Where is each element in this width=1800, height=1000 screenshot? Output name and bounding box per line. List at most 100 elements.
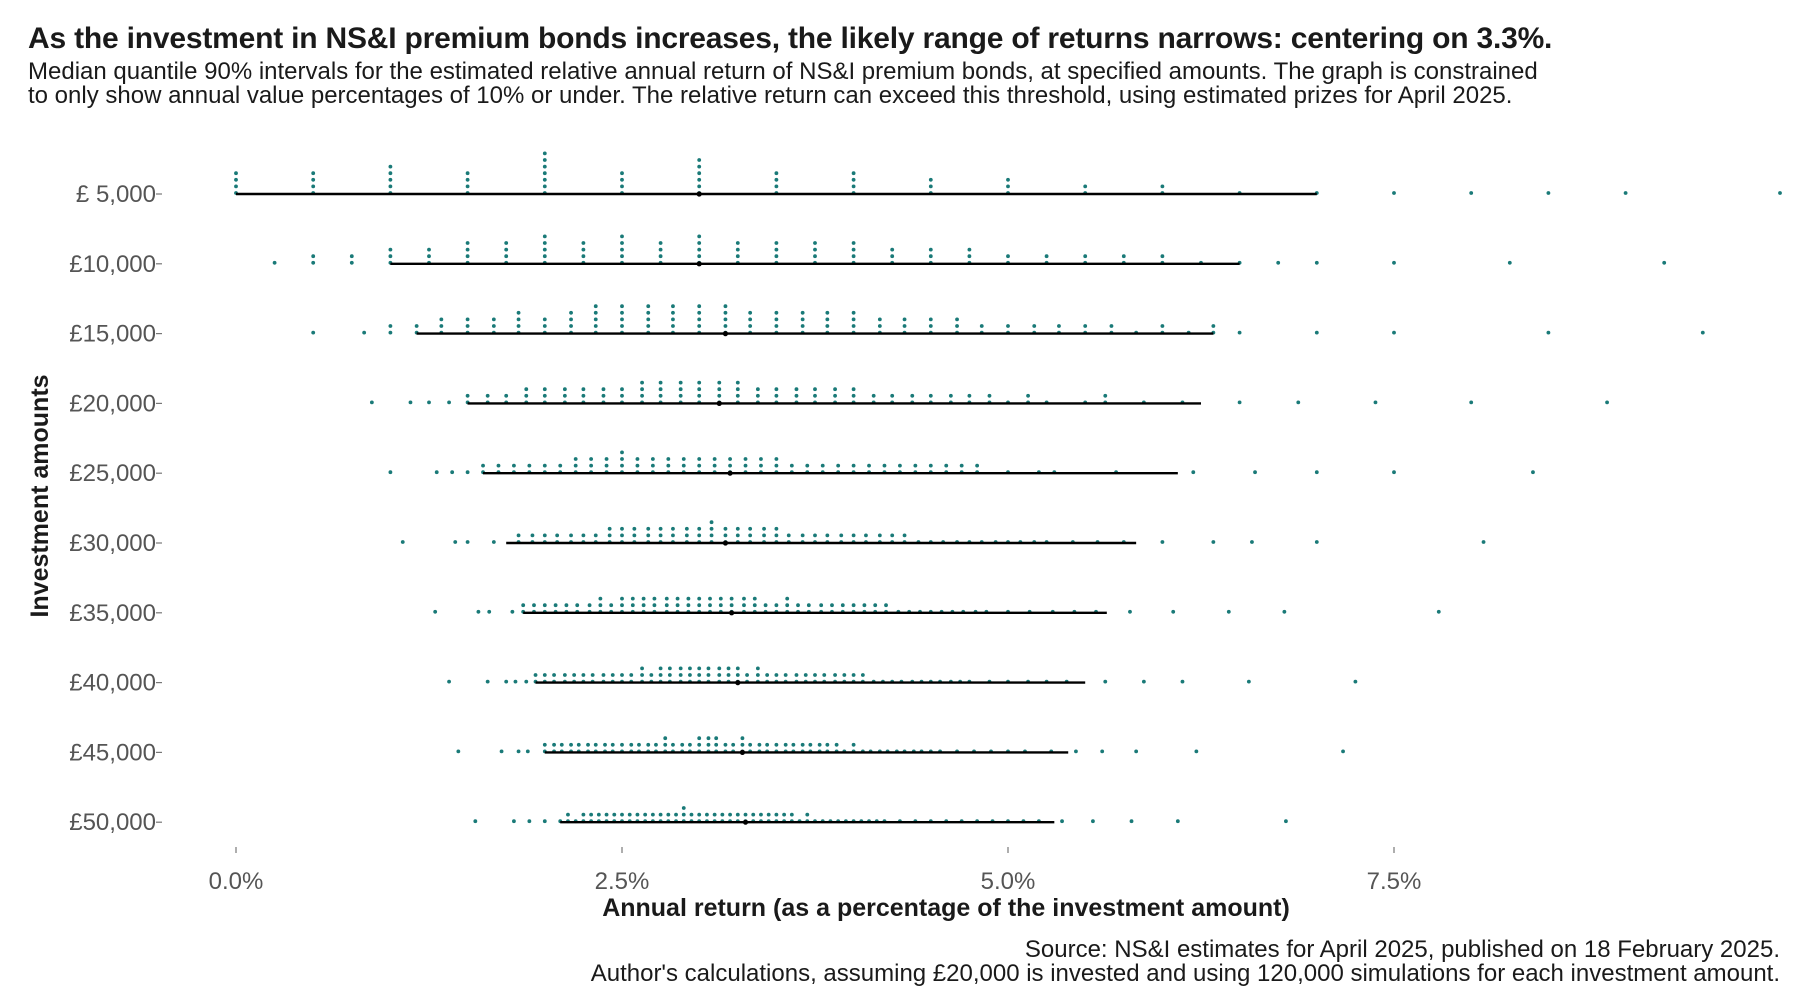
data-point xyxy=(450,470,455,475)
data-point xyxy=(609,603,614,608)
data-point xyxy=(1237,400,1242,405)
data-point xyxy=(745,673,749,677)
data-point xyxy=(873,603,878,608)
data-point xyxy=(794,393,799,398)
data-point xyxy=(1121,254,1126,259)
data-point xyxy=(755,673,760,677)
data-point xyxy=(513,679,518,684)
data-point xyxy=(762,526,766,531)
data-point xyxy=(575,603,580,608)
data-point xyxy=(794,387,799,392)
data-point xyxy=(641,603,646,608)
data-point xyxy=(890,393,895,398)
data-point xyxy=(524,679,529,684)
data-point xyxy=(620,393,624,398)
data-point xyxy=(558,463,563,468)
data-point xyxy=(851,463,856,468)
data-point xyxy=(646,310,651,315)
data-point xyxy=(709,526,714,531)
data-point xyxy=(635,812,640,817)
data-point xyxy=(813,393,817,398)
data-point xyxy=(542,393,547,398)
data-point xyxy=(688,673,692,677)
data-point xyxy=(803,673,808,677)
y-tick-label: £20,000 xyxy=(69,390,156,417)
data-point xyxy=(640,393,644,398)
data-point xyxy=(573,457,578,461)
data-point xyxy=(928,247,933,252)
data-point xyxy=(839,533,844,538)
data-point xyxy=(481,463,485,468)
data-point xyxy=(890,533,895,538)
data-point xyxy=(433,609,438,614)
data-point xyxy=(1282,609,1287,614)
y-tick-label: £30,000 xyxy=(69,530,156,557)
data-point xyxy=(542,177,547,182)
data-point xyxy=(632,526,637,531)
data-point xyxy=(1250,540,1254,544)
data-point xyxy=(774,324,779,328)
data-point xyxy=(1171,609,1176,614)
data-point xyxy=(697,603,702,608)
data-point xyxy=(757,742,762,747)
data-point xyxy=(1284,819,1288,824)
data-point xyxy=(388,470,393,475)
data-point xyxy=(697,736,702,741)
data-point xyxy=(630,603,635,608)
data-point xyxy=(349,260,354,265)
data-point xyxy=(948,393,953,398)
data-point xyxy=(678,666,683,671)
data-point xyxy=(629,673,634,677)
data-point xyxy=(706,742,711,747)
data-point xyxy=(671,304,675,309)
data-point xyxy=(434,470,439,475)
data-point xyxy=(735,393,740,398)
data-point xyxy=(836,463,841,468)
data-point xyxy=(658,812,663,817)
data-point xyxy=(774,393,779,398)
data-point xyxy=(485,679,490,684)
data-point xyxy=(928,393,933,398)
data-point xyxy=(646,304,651,309)
data-point xyxy=(884,603,888,608)
data-point xyxy=(527,819,532,824)
data-point xyxy=(1314,540,1319,544)
data-point xyxy=(862,603,867,608)
data-point xyxy=(1141,679,1146,684)
data-point xyxy=(697,254,702,259)
data-point xyxy=(542,254,547,259)
data-point xyxy=(671,526,675,531)
data-point xyxy=(890,254,895,259)
data-point xyxy=(678,393,683,398)
data-point xyxy=(697,164,702,169)
data-point xyxy=(975,463,980,468)
data-point xyxy=(774,171,779,176)
data-point xyxy=(620,310,624,315)
data-point xyxy=(774,387,779,392)
data-point xyxy=(456,749,461,754)
data-point xyxy=(311,184,316,189)
data-point xyxy=(620,463,624,468)
data-point xyxy=(748,526,753,531)
data-point xyxy=(553,603,558,608)
data-point xyxy=(851,603,856,608)
data-point xyxy=(652,596,657,601)
data-point xyxy=(723,310,728,315)
data-point xyxy=(697,596,702,601)
data-point xyxy=(709,533,714,538)
data-point xyxy=(783,673,788,677)
data-point xyxy=(620,317,624,322)
data-point xyxy=(1662,260,1667,265)
data-point xyxy=(910,393,915,398)
data-point xyxy=(717,387,722,392)
data-point xyxy=(748,310,753,315)
data-point xyxy=(851,171,856,176)
data-point xyxy=(542,742,547,747)
data-point xyxy=(1103,679,1108,684)
data-point xyxy=(723,304,728,309)
data-point xyxy=(664,596,669,601)
data-point xyxy=(774,317,779,322)
data-point xyxy=(820,463,825,468)
data-point xyxy=(1006,324,1010,328)
data-point xyxy=(720,812,725,817)
